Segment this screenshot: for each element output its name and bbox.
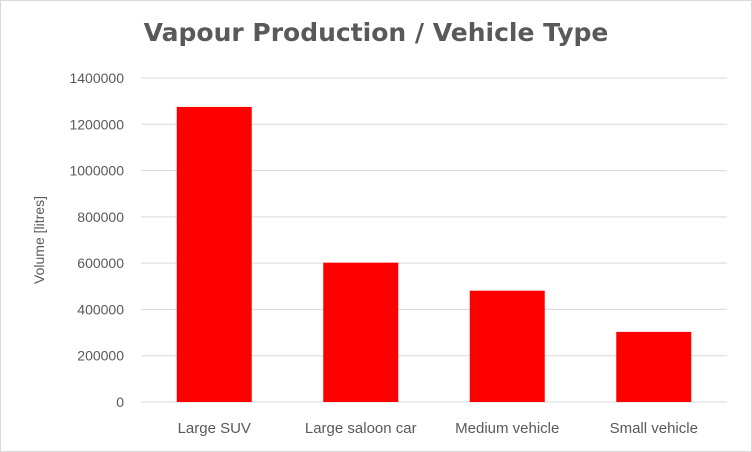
x-tick-labels: Large SUV Large saloon car Medium vehicle S… <box>178 420 698 437</box>
bar-medium-vehicle <box>469 290 545 402</box>
x-tick-label: Small vehicle <box>610 420 698 437</box>
bars <box>176 106 692 402</box>
y-tick-label: 0 <box>116 394 124 410</box>
x-tick-label: Large saloon car <box>305 420 417 437</box>
y-tick-label: 600000 <box>77 255 124 271</box>
bar-small-vehicle <box>616 331 692 402</box>
y-tick-label: 800000 <box>77 209 124 225</box>
y-tick-label: 400000 <box>77 301 124 317</box>
y-tick-label: 1200000 <box>69 116 124 132</box>
bar-large-suv <box>176 106 252 402</box>
y-tick-label: 200000 <box>77 348 124 364</box>
y-tick-labels: 0 200000 400000 600000 800000 1000000 1200000 1… <box>69 70 124 410</box>
y-tick-label: 1000000 <box>69 163 124 179</box>
bar-large-saloon-car <box>323 262 399 402</box>
x-tick-label: Large SUV <box>178 420 251 437</box>
chart-title: Vapour Production / Vehicle Type <box>143 18 609 47</box>
x-tick-label: Medium vehicle <box>455 420 559 437</box>
y-tick-label: 1400000 <box>69 70 124 86</box>
